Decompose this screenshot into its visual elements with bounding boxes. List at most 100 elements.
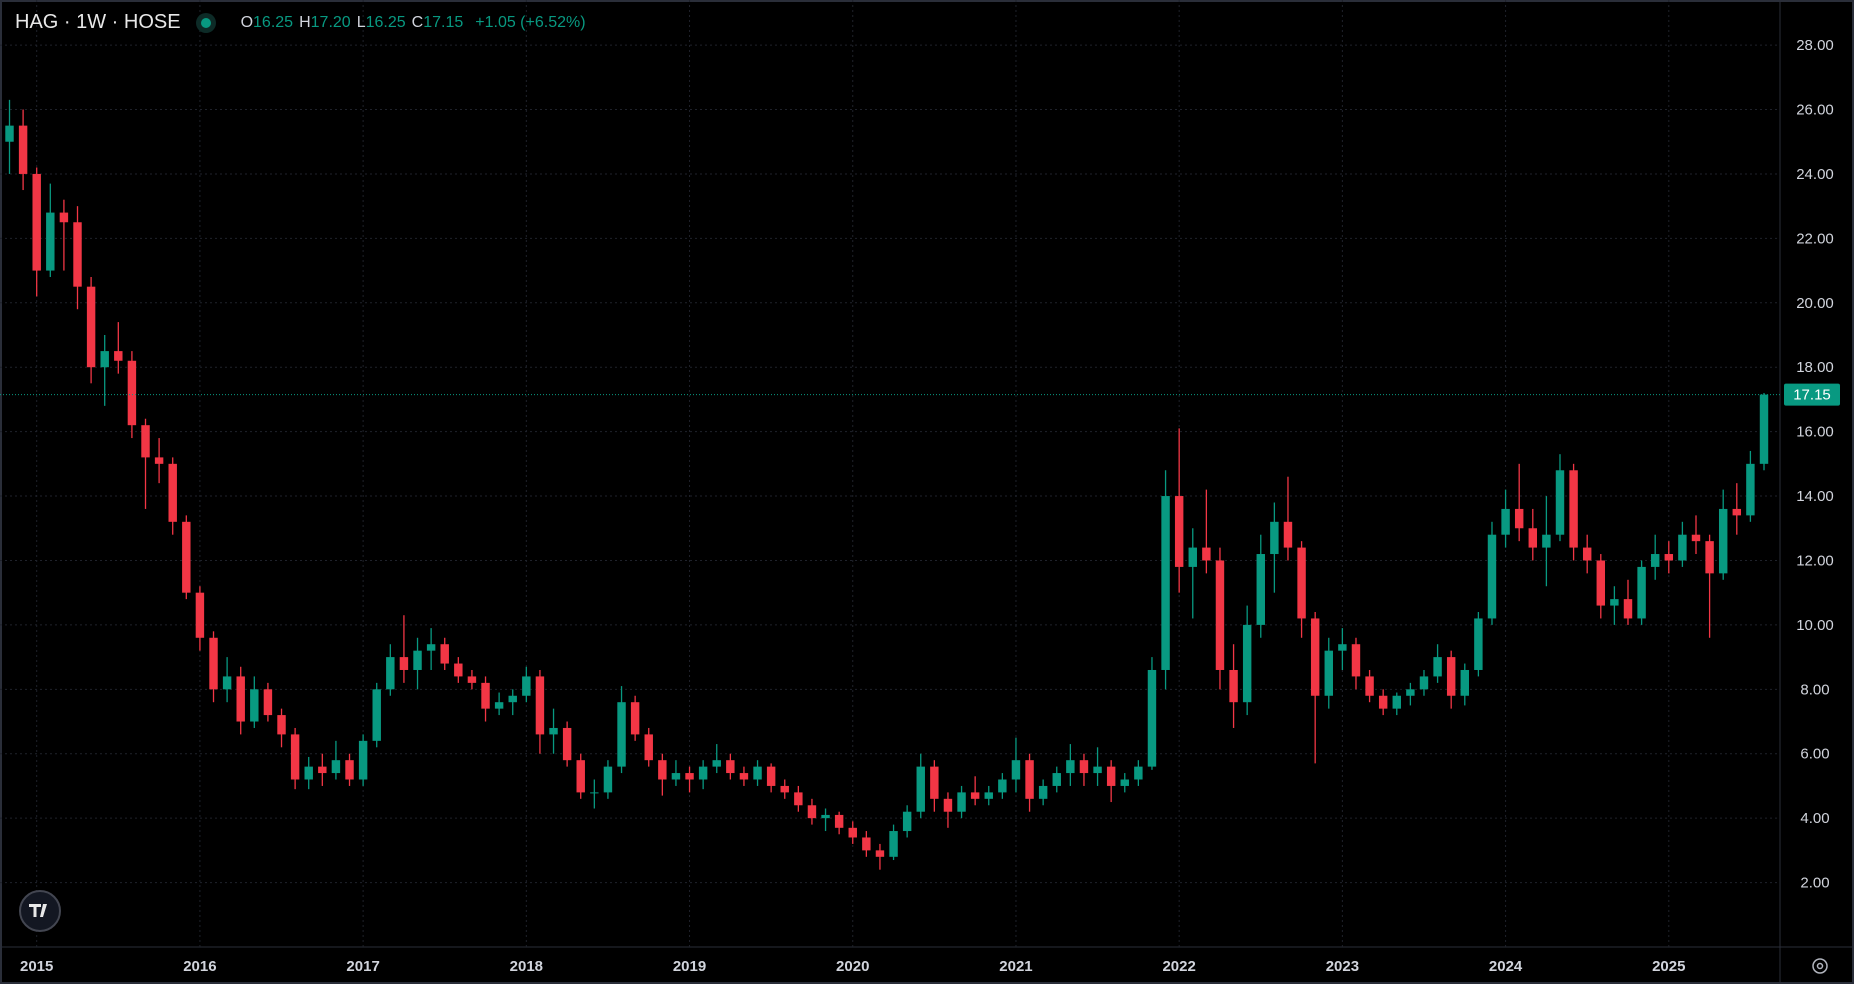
candle-body: [1229, 669, 1238, 703]
candle-body: [576, 760, 585, 793]
candle-body: [522, 676, 531, 696]
y-tick-label: 24.00: [1796, 166, 1834, 183]
y-tick-label: 22.00: [1796, 230, 1834, 247]
candle-body: [1134, 766, 1143, 780]
y-tick-label: 20.00: [1796, 295, 1834, 312]
candle-body: [1011, 760, 1021, 780]
candle-body: [726, 760, 735, 774]
candle-body: [1270, 521, 1279, 555]
gear[interactable]: [1812, 958, 1828, 974]
candle-body: [807, 805, 817, 819]
candle-body: [73, 222, 82, 287]
candle-body: [494, 702, 504, 709]
candle-body: [943, 798, 953, 812]
candle-body: [345, 760, 354, 780]
y-tick-label: 6.00: [1800, 746, 1829, 763]
candle-body: [1555, 470, 1565, 535]
logo-mark: [29, 904, 47, 917]
candle-body: [862, 837, 871, 851]
candle-body: [1338, 644, 1347, 651]
candle-body: [1310, 618, 1320, 696]
candle-body: [1174, 496, 1184, 567]
candle-body: [712, 760, 721, 767]
candle-body: [1052, 773, 1061, 786]
candle-body: [984, 792, 993, 799]
candle-body: [1569, 470, 1578, 548]
y-tick-label: 8.00: [1800, 681, 1829, 698]
candle-body: [1365, 676, 1374, 696]
candle-body: [1650, 554, 1660, 567]
candle-body: [1501, 508, 1510, 535]
candle-body: [998, 779, 1007, 793]
candle-body: [195, 592, 205, 638]
last-price-label: 17.15: [1793, 387, 1831, 404]
candle-body: [372, 689, 381, 741]
ohlc-value: 16.25: [253, 13, 294, 31]
candle-body: [848, 827, 857, 838]
legend-header: HAG · 1W · HOSE O 16.25 H 17.20 L 16.25 C 17…: [15, 11, 586, 34]
ohlc-key: C: [411, 13, 424, 31]
candle-body: [1542, 534, 1551, 548]
candle-body: [549, 727, 558, 735]
candle-body: [1637, 566, 1646, 619]
ohlc-value: 17.15: [423, 13, 464, 31]
candle-body: [168, 463, 177, 522]
logo[interactable]: [19, 890, 61, 932]
status-dot: [200, 17, 211, 28]
candle-body: [930, 766, 939, 799]
y-tick-label: 12.00: [1796, 552, 1834, 569]
candle-body: [1161, 496, 1170, 670]
y-tick-label: 26.00: [1796, 102, 1834, 119]
candle-body: [617, 702, 626, 767]
candle-body: [304, 766, 313, 780]
candle-body: [753, 766, 762, 780]
symbol[interactable]: HAG · 1W · HOSE: [15, 11, 181, 33]
candle-body: [250, 689, 259, 722]
candle-body: [1623, 599, 1633, 619]
candle-body: [685, 773, 694, 780]
candle-body: [698, 766, 708, 780]
gear-hub: [1816, 962, 1824, 970]
candle-body: [1283, 521, 1293, 548]
candle-body: [290, 734, 300, 780]
x-tick-label: 2025: [1652, 958, 1685, 975]
x-tick-label: 2021: [999, 958, 1032, 975]
candle-body: [440, 644, 449, 664]
settings-icon[interactable]: [1812, 958, 1828, 974]
candle-body: [1759, 394, 1769, 464]
candle-body: [603, 766, 613, 793]
candle-body: [508, 695, 517, 703]
x-tick-label: 2019: [673, 958, 706, 975]
y-tick-label: 18.00: [1796, 359, 1834, 376]
candle-body: [358, 740, 368, 780]
candle-body: [86, 286, 96, 368]
x-tick-label: 2020: [836, 958, 869, 975]
candle-body: [780, 785, 789, 793]
candle-body: [821, 814, 830, 819]
candle-body: [1025, 760, 1034, 799]
candle-body: [1582, 547, 1592, 561]
candle-body: [562, 727, 572, 761]
candle-body: [1610, 599, 1619, 606]
y-tick-label: 2.00: [1800, 875, 1829, 892]
candle-body: [1528, 528, 1538, 548]
candle-body: [739, 773, 749, 780]
candle-body: [1106, 766, 1116, 786]
candle-body: [1392, 695, 1401, 709]
candle-body: [467, 676, 477, 683]
logo-circle[interactable]: [19, 890, 61, 932]
candle-body: [46, 212, 55, 271]
candle-body: [1446, 657, 1456, 696]
candle-body: [1093, 766, 1102, 774]
candle-body: [236, 676, 245, 722]
candle-body: [426, 644, 436, 651]
candle-body: [263, 689, 273, 716]
candle-body: [277, 715, 286, 735]
candle-body: [1038, 785, 1048, 799]
candle-body: [1678, 534, 1687, 561]
candle-body: [1256, 554, 1265, 625]
candle-body: [1066, 760, 1075, 774]
